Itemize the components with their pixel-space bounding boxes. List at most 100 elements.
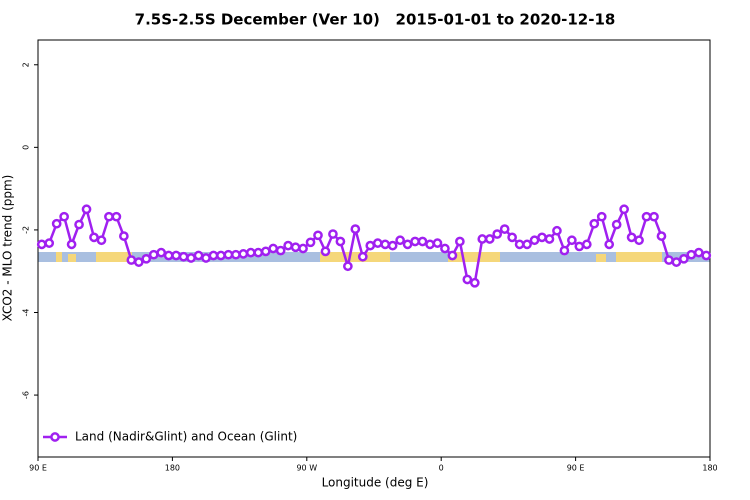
data-point (529, 235, 540, 246)
data-point (275, 245, 286, 256)
data-point (253, 247, 264, 258)
data-point (260, 246, 271, 257)
data-point (96, 235, 107, 246)
data-point (664, 255, 674, 265)
data-point (335, 236, 346, 247)
data-point (343, 261, 353, 272)
data-point (171, 250, 181, 261)
x-tick-label: 180 (165, 464, 180, 473)
x-tick-label: 90 E (29, 464, 47, 473)
data-point (357, 251, 368, 262)
data-point (447, 250, 458, 261)
data-point (679, 253, 689, 264)
data-point (477, 234, 488, 244)
data-point (216, 250, 226, 261)
data-point (693, 247, 704, 258)
data-point (186, 253, 196, 263)
data-point (671, 257, 682, 267)
data-point (36, 239, 47, 250)
data-point (514, 239, 525, 250)
data-point (328, 229, 338, 239)
data-point (626, 232, 637, 243)
data-point (104, 211, 114, 222)
y-axis-label: XCO2 - MLO trend (ppm) (1, 175, 15, 322)
data-point (537, 232, 547, 243)
data-point (245, 247, 256, 258)
data-point (507, 232, 517, 243)
data-point (380, 239, 391, 250)
data-point (589, 218, 600, 229)
data-point (208, 250, 219, 261)
data-point (320, 246, 331, 257)
data-point (395, 235, 405, 246)
data-point (425, 239, 435, 250)
data-point (484, 234, 495, 244)
data-point (596, 211, 607, 222)
data-point (604, 239, 615, 250)
data-point (238, 249, 249, 259)
land-band (320, 252, 390, 262)
data-point (440, 243, 450, 254)
data-point (290, 242, 301, 253)
data-point (89, 232, 99, 243)
data-point (567, 235, 577, 246)
y-tick-label: -2 (22, 226, 31, 234)
data-point (701, 250, 712, 261)
land-band (616, 252, 662, 262)
x-tick-label: 90 E (567, 464, 585, 473)
data-point (611, 219, 622, 230)
data-point (559, 245, 570, 256)
y-tick-label: 2 (22, 62, 31, 67)
data-point (305, 237, 316, 248)
data-point (499, 224, 510, 234)
data-point (201, 253, 211, 263)
data-point (141, 253, 152, 264)
data-point (126, 255, 137, 265)
data-point (417, 236, 428, 247)
data-point (619, 204, 629, 215)
data-point (66, 239, 77, 250)
data-point (268, 243, 279, 254)
data-point (372, 238, 383, 248)
x-tick-label: 0 (439, 464, 444, 473)
data-point (552, 225, 562, 236)
chart-title: 7.5S-2.5S December (Ver 10) 2015-01-01 t… (135, 11, 616, 29)
data-point (231, 249, 241, 260)
y-tick-label: 0 (22, 145, 31, 150)
data-point (119, 231, 129, 241)
data-point (223, 249, 234, 260)
data-point (111, 211, 122, 222)
data-point (469, 277, 480, 288)
y-tick-label: -6 (22, 391, 31, 399)
land-band (448, 252, 500, 262)
data-point (59, 211, 69, 222)
data-point (283, 240, 293, 251)
data-point (649, 211, 659, 222)
data-point (574, 241, 585, 252)
data-point (634, 235, 644, 246)
data-point (74, 219, 84, 230)
legend-marker (50, 432, 60, 442)
x-tick-label: 180 (702, 464, 717, 473)
data-point (178, 251, 189, 262)
data-point (402, 239, 413, 250)
data-point (44, 238, 55, 248)
land-band (96, 252, 132, 262)
data-point (432, 238, 443, 248)
data-point (148, 249, 159, 260)
y-tick-label: -4 (22, 309, 31, 317)
data-point (455, 236, 465, 247)
data-point (686, 249, 697, 260)
land-band (596, 254, 606, 262)
data-point (193, 250, 204, 261)
data-point (313, 230, 323, 241)
data-point (581, 239, 592, 250)
data-point (163, 250, 174, 261)
data-point (462, 274, 473, 285)
data-point (51, 218, 62, 229)
data-point (656, 231, 667, 241)
legend-label: Land (Nadir&Glint) and Ocean (Glint) (75, 430, 297, 444)
data-point (365, 240, 376, 251)
data-point (492, 229, 503, 239)
